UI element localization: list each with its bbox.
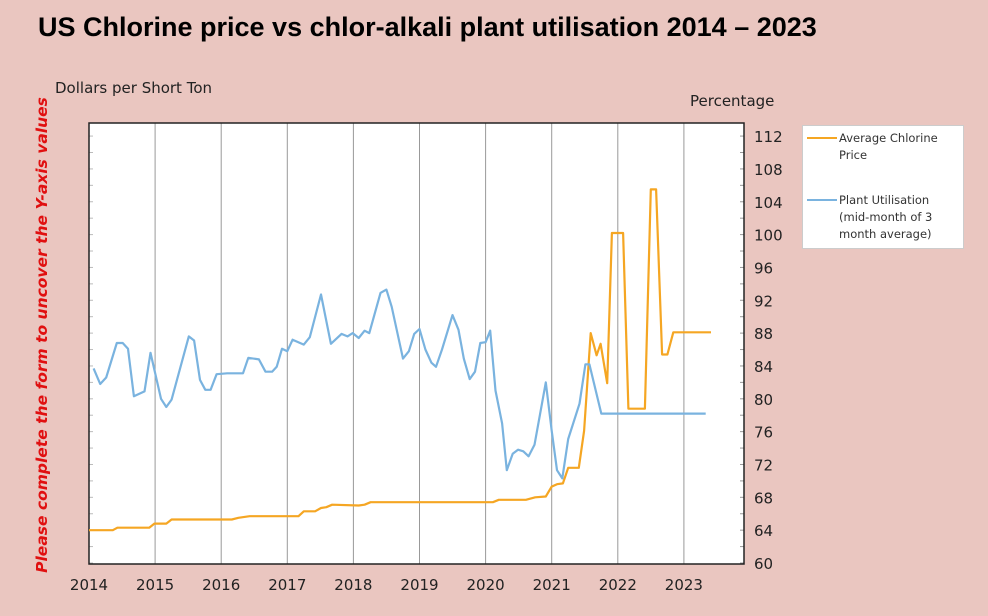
x-tick-label: 2016: [202, 576, 240, 594]
y-tick-label: 76: [754, 424, 773, 442]
x-tick-label: 2014: [70, 576, 108, 594]
x-tick-label: 2015: [136, 576, 174, 594]
plot-frame: [88, 122, 745, 565]
y-tick-label: 108: [754, 161, 783, 179]
right-axis-label: Percentage: [690, 92, 775, 110]
y-tick-label: 80: [754, 391, 773, 409]
x-tick-label: 2019: [400, 576, 438, 594]
y-tick-label: 60: [754, 555, 773, 573]
legend-label: Average Chlorine Price: [839, 131, 938, 162]
y-tick-label: 72: [754, 456, 773, 474]
legend-item-plant-utilisation: Plant Utilisation (mid-month of 3 month …: [807, 192, 959, 243]
legend-label: Plant Utilisation (mid-month of 3 month …: [839, 193, 933, 241]
y-tick-label: 92: [754, 292, 773, 310]
plot-area: [89, 123, 744, 564]
y-tick-label: 88: [754, 325, 773, 343]
y-tick-label: 112: [754, 128, 783, 146]
series-line-plant-utilisation: [92, 288, 706, 480]
x-tick-label: 2018: [334, 576, 372, 594]
x-tick-label: 2020: [467, 576, 505, 594]
legend: Average Chlorine Price Plant Utilisation…: [802, 125, 964, 249]
y-tick-label: 100: [754, 227, 783, 245]
y-tick-label: 68: [754, 489, 773, 507]
x-tick-label: 2023: [665, 576, 703, 594]
left-axis-label: Dollars per Short Ton: [55, 79, 213, 97]
y-tick-label: 104: [754, 194, 783, 212]
y-tick-label: 84: [754, 358, 773, 376]
y-tick-label: 64: [754, 522, 773, 540]
legend-swatch-orange: [807, 137, 837, 139]
page-title: US Chlorine price vs chlor-alkali plant …: [38, 12, 817, 42]
legend-swatch-blue: [807, 199, 837, 201]
y-tick-label: 96: [754, 259, 773, 277]
series-line-chlorine-price: [89, 188, 711, 532]
x-tick-label: 2022: [599, 576, 637, 594]
x-tick-label: 2021: [533, 576, 571, 594]
legend-item-chlorine-price: Average Chlorine Price: [807, 130, 959, 164]
x-tick-label: 2017: [268, 576, 306, 594]
